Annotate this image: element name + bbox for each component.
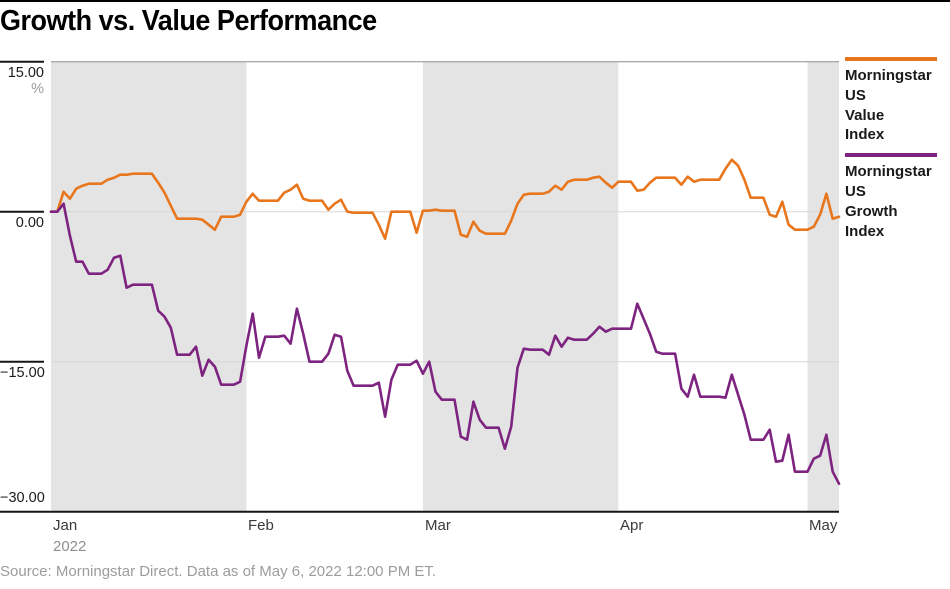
legend: Morningstar US Value Index Morningstar US… <box>845 57 937 249</box>
top-rule <box>0 0 950 2</box>
month-label-feb: Feb <box>248 517 274 534</box>
month-label-jan: Jan 2022 <box>53 517 87 555</box>
x-axis-year-label: 2022 <box>53 538 87 555</box>
y-axis-unit: % <box>31 80 44 97</box>
month-band-mar <box>422 61 619 512</box>
page-title: Growth vs. Value Performance <box>0 5 377 37</box>
y-tick-label-−30.00: −30.00 <box>0 489 45 506</box>
y-tick-label-0.00: 0.00 <box>15 214 44 231</box>
y-tick-label-15.00: 15.00% <box>0 65 44 98</box>
value-series-line <box>49 158 841 240</box>
month-band-jan <box>51 61 247 512</box>
month-label-apr: Apr <box>620 517 644 534</box>
month-label-may: May <box>809 517 838 534</box>
legend-item-value: Morningstar US Value Index <box>845 57 937 145</box>
y-tick-label-−15.00: −15.00 <box>0 364 45 381</box>
source-note: Source: Morningstar Direct. Data as of M… <box>0 563 437 580</box>
month-label-mar: Mar <box>425 517 451 534</box>
legend-item-growth: Morningstar US Growth Index <box>845 153 937 241</box>
month-band-may <box>807 61 839 512</box>
growth-series-line <box>49 202 841 486</box>
